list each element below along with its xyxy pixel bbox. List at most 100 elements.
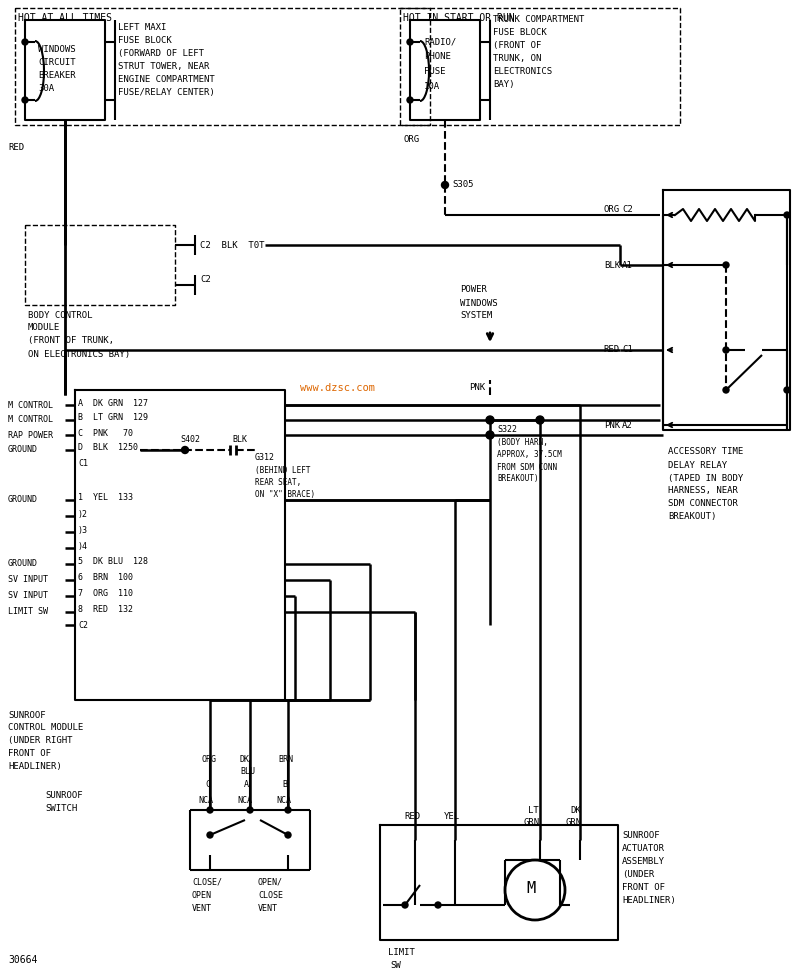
Text: 1  YEL  133: 1 YEL 133	[78, 494, 133, 503]
Text: www.dzsc.com: www.dzsc.com	[300, 383, 375, 393]
Text: C2: C2	[622, 205, 633, 215]
Circle shape	[784, 212, 790, 218]
Text: SWITCH: SWITCH	[45, 804, 78, 813]
Text: CLOSE: CLOSE	[258, 890, 283, 899]
Text: SDM CONNECTOR: SDM CONNECTOR	[668, 500, 738, 508]
Text: RED: RED	[604, 345, 620, 355]
Text: SUNROOF: SUNROOF	[622, 830, 660, 840]
Text: PNK: PNK	[604, 421, 620, 430]
Circle shape	[723, 262, 729, 268]
Text: FUSE/RELAY CENTER): FUSE/RELAY CENTER)	[118, 88, 214, 97]
Text: BLK: BLK	[604, 260, 620, 269]
Text: DK: DK	[240, 755, 250, 765]
Text: OPEN: OPEN	[192, 890, 212, 899]
Text: A: A	[244, 780, 249, 788]
Text: VENT: VENT	[258, 904, 278, 913]
Text: DELAY RELAY: DELAY RELAY	[668, 461, 727, 469]
Text: S305: S305	[452, 181, 474, 190]
Text: POWER: POWER	[460, 286, 487, 295]
Text: SW: SW	[390, 960, 401, 969]
Text: S402: S402	[180, 435, 200, 444]
Text: ENGINE COMPARTMENT: ENGINE COMPARTMENT	[118, 76, 214, 85]
Text: A1: A1	[622, 260, 633, 269]
Text: (BEHIND LEFT: (BEHIND LEFT	[255, 466, 310, 474]
Text: NCA: NCA	[276, 795, 291, 805]
Text: BREAKOUT): BREAKOUT)	[668, 512, 716, 522]
Text: (BODY HARN,: (BODY HARN,	[497, 438, 548, 447]
Text: ELECTRONICS: ELECTRONICS	[493, 67, 552, 77]
Text: YEL: YEL	[444, 812, 460, 820]
Text: FUSE: FUSE	[424, 67, 446, 77]
Circle shape	[22, 39, 28, 45]
Text: ORG: ORG	[604, 205, 620, 215]
Text: (TAPED IN BODY: (TAPED IN BODY	[668, 473, 743, 482]
Text: )2: )2	[78, 509, 88, 518]
Text: BAY): BAY)	[493, 81, 514, 89]
Text: BRN: BRN	[278, 755, 293, 765]
Text: 7  ORG  110: 7 ORG 110	[78, 589, 133, 599]
Text: 10A: 10A	[424, 83, 440, 91]
Text: WINDOWS: WINDOWS	[38, 46, 76, 54]
Circle shape	[486, 431, 494, 439]
Text: C  PNK   70: C PNK 70	[78, 429, 133, 437]
Text: RED: RED	[404, 812, 420, 820]
Text: FUSE BLOCK: FUSE BLOCK	[118, 37, 172, 46]
Text: FROM SDM CONN: FROM SDM CONN	[497, 463, 557, 471]
Circle shape	[442, 182, 449, 189]
Text: 30A: 30A	[38, 85, 54, 93]
Text: C2: C2	[200, 275, 210, 285]
Circle shape	[723, 387, 729, 393]
Text: GRN: GRN	[566, 817, 582, 826]
Circle shape	[182, 446, 189, 454]
Text: CLOSE/: CLOSE/	[192, 878, 222, 886]
Text: B  LT GRN  129: B LT GRN 129	[78, 413, 148, 423]
Circle shape	[784, 387, 790, 393]
Text: ASSEMBLY: ASSEMBLY	[622, 856, 665, 865]
Text: NCA: NCA	[198, 795, 213, 805]
Text: HEADLINER): HEADLINER)	[622, 895, 676, 905]
Text: GROUND: GROUND	[8, 496, 38, 504]
Text: M CONTROL: M CONTROL	[8, 400, 53, 409]
Text: ACTUATOR: ACTUATOR	[622, 844, 665, 852]
Text: RAP POWER: RAP POWER	[8, 431, 53, 439]
Text: M CONTROL: M CONTROL	[8, 415, 53, 425]
Text: ORG: ORG	[202, 755, 217, 765]
Text: (FRONT OF TRUNK,: (FRONT OF TRUNK,	[28, 336, 114, 345]
Text: (FORWARD OF LEFT: (FORWARD OF LEFT	[118, 50, 204, 58]
Text: STRUT TOWER, NEAR: STRUT TOWER, NEAR	[118, 62, 210, 72]
Text: ORG: ORG	[403, 135, 419, 145]
Text: RADIO/: RADIO/	[424, 38, 456, 47]
Text: PNK: PNK	[469, 384, 485, 393]
Text: )4: )4	[78, 541, 88, 550]
Text: GRN: GRN	[524, 817, 540, 826]
Text: SUNROOF: SUNROOF	[45, 790, 82, 800]
Text: ON "X" BRACE): ON "X" BRACE)	[255, 490, 315, 499]
Text: ACCESSORY TIME: ACCESSORY TIME	[668, 447, 743, 457]
Text: SV INPUT: SV INPUT	[8, 575, 48, 584]
Text: (UNDER RIGHT: (UNDER RIGHT	[8, 737, 73, 746]
Text: FRONT OF: FRONT OF	[622, 883, 665, 891]
Circle shape	[536, 416, 544, 424]
Text: HOT IN START OR RUN: HOT IN START OR RUN	[403, 13, 514, 23]
Text: LIMIT: LIMIT	[388, 948, 415, 956]
Text: TRUNK, ON: TRUNK, ON	[493, 54, 542, 63]
Circle shape	[402, 902, 408, 908]
Text: HEADLINER): HEADLINER)	[8, 762, 62, 772]
Text: LEFT MAXI: LEFT MAXI	[118, 23, 166, 32]
Text: RED: RED	[8, 144, 24, 153]
Text: SYSTEM: SYSTEM	[460, 311, 492, 321]
Circle shape	[486, 416, 494, 424]
Text: GROUND: GROUND	[8, 445, 38, 455]
Text: A  DK GRN  127: A DK GRN 127	[78, 399, 148, 407]
Text: C1: C1	[622, 345, 633, 355]
Text: S322: S322	[497, 426, 517, 434]
Text: DK: DK	[570, 806, 581, 815]
Text: C1: C1	[78, 459, 88, 468]
Circle shape	[407, 97, 413, 103]
Text: MODULE: MODULE	[28, 324, 60, 332]
Text: G312: G312	[255, 454, 275, 463]
Text: BLU: BLU	[240, 768, 255, 777]
Text: HARNESS, NEAR: HARNESS, NEAR	[668, 487, 738, 496]
Circle shape	[285, 832, 291, 838]
Text: CIRCUIT: CIRCUIT	[38, 58, 76, 67]
